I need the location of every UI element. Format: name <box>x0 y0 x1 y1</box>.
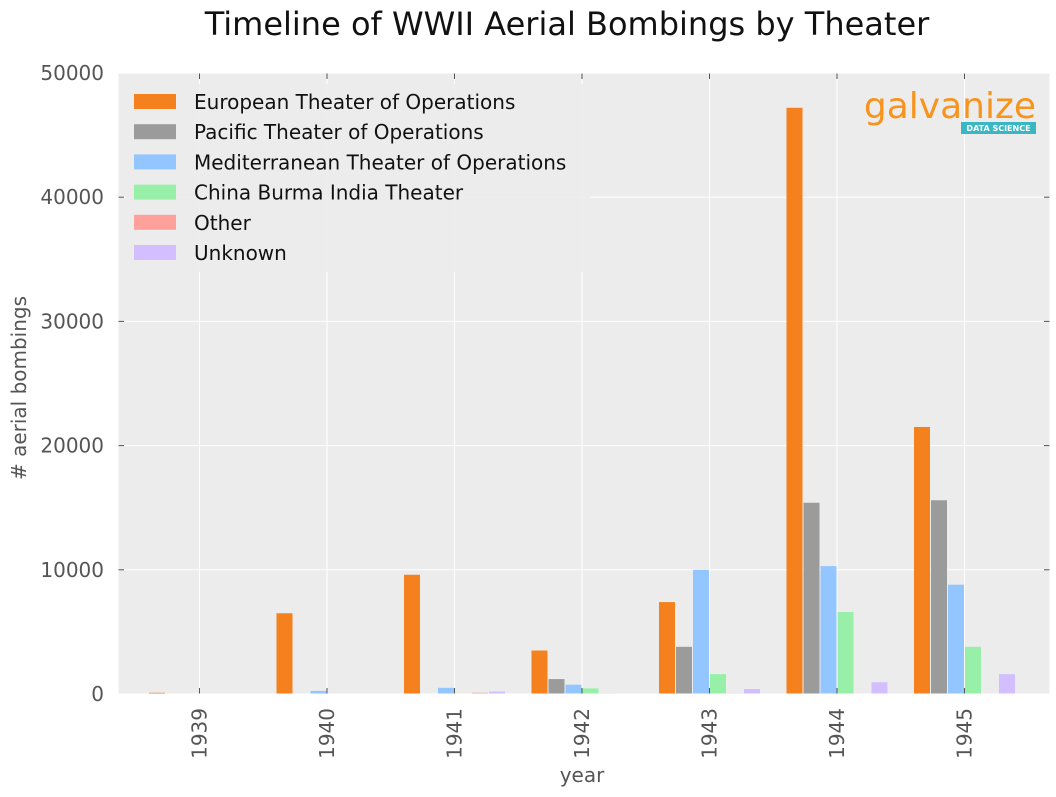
legend-swatch <box>134 184 176 200</box>
y-tick-label: 0 <box>91 682 104 706</box>
legend-entry: European Theater of Operations <box>194 90 515 114</box>
bar <box>744 689 760 694</box>
x-tick-label: 1942 <box>570 708 594 759</box>
legend-entry: Unknown <box>194 241 287 265</box>
legend-entry: Mediterranean Theater of Operations <box>194 150 566 174</box>
bar <box>404 574 420 694</box>
legend-box <box>126 84 590 272</box>
bar <box>803 502 820 694</box>
bar <box>565 684 582 694</box>
bar <box>820 566 837 694</box>
legend-swatch <box>134 124 176 140</box>
y-tick-label: 40000 <box>40 185 104 209</box>
bar <box>659 602 675 694</box>
bar <box>489 691 505 694</box>
bar <box>693 569 709 694</box>
x-tick-label: 1940 <box>315 708 339 759</box>
x-tick-labels: 1939 1940 1941 1942 1943 1944 1945 <box>188 708 977 759</box>
logo-wordmark: galvanize <box>864 86 1036 127</box>
logo-badge-text: DATA SCIENCE <box>966 124 1030 133</box>
bar <box>548 679 565 694</box>
x-tick-label: 1944 <box>825 708 849 759</box>
bar <box>710 674 726 694</box>
x-tick-label: 1945 <box>953 708 977 759</box>
y-tick-label: 50000 <box>40 61 104 85</box>
bar <box>914 426 930 694</box>
y-tick-label: 10000 <box>40 558 104 582</box>
ticks <box>117 72 1051 695</box>
chart-title: Timeline of WWII Aerial Bombings by Thea… <box>204 5 930 43</box>
plot-frame <box>117 72 1051 695</box>
bar <box>310 690 327 694</box>
legend-swatch <box>134 214 176 230</box>
bar <box>837 612 854 694</box>
legend-entry: China Burma India Theater <box>194 181 464 205</box>
bar <box>276 613 293 694</box>
logo-badge <box>961 122 1036 134</box>
bar <box>931 500 947 694</box>
legend-swatch <box>134 154 176 170</box>
y-tick-labels: 0 10000 20000 30000 40000 50000 <box>40 61 104 706</box>
legend-swatch <box>134 94 176 109</box>
bar <box>786 107 803 694</box>
x-tick-label: 1943 <box>698 708 722 759</box>
bar <box>149 692 165 694</box>
y-axis-label: # aerial bombings <box>7 296 31 480</box>
galvanize-logo: galvanize DATA SCIENCE <box>864 86 1036 134</box>
x-axis-label: year <box>560 763 605 787</box>
legend-entry: Other <box>194 211 252 235</box>
bar <box>531 650 548 694</box>
bar <box>871 682 888 694</box>
x-tick-label: 1941 <box>443 708 467 759</box>
legend-swatch <box>134 245 176 260</box>
bars <box>149 107 1015 694</box>
x-tick-label: 1939 <box>188 708 212 759</box>
legend: European Theater of Operations Pacific Th… <box>126 84 590 272</box>
legend-entry: Pacific Theater of Operations <box>194 120 484 144</box>
bar <box>965 646 981 694</box>
bar <box>999 674 1015 694</box>
bar <box>948 584 964 694</box>
bar <box>472 692 488 694</box>
y-tick-label: 30000 <box>40 309 104 333</box>
bar <box>676 646 692 694</box>
bar <box>582 688 599 694</box>
y-tick-label: 20000 <box>40 434 104 458</box>
bar <box>438 687 454 694</box>
